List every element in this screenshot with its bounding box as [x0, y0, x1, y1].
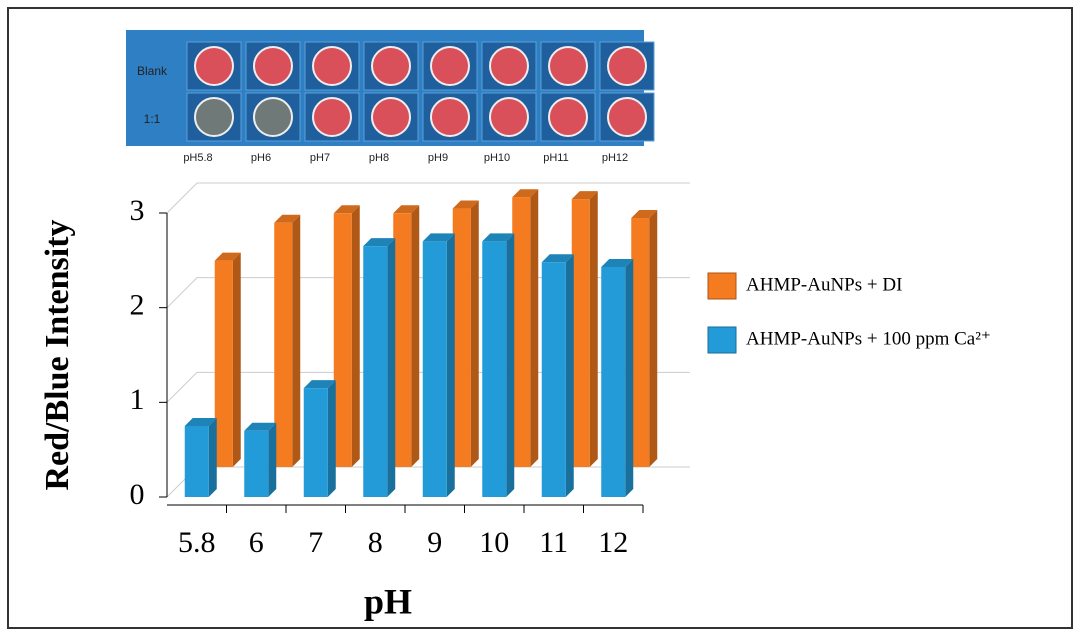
inset-row-label: Blank [137, 64, 168, 78]
bar [244, 423, 276, 497]
bar-front [363, 246, 387, 497]
chart: Blank 1:1 Red/Blue Intensity pH pH5.8 pH6… [0, 0, 1081, 637]
x-tick-label: 11 [539, 526, 568, 559]
bar-side [387, 238, 395, 497]
legend-label: AHMP-AuNPs + 100 ppm Ca²⁺ [746, 328, 991, 349]
bar-front [512, 197, 530, 467]
bar-front [423, 241, 447, 497]
bar [215, 253, 241, 467]
page: Blank 1:1 Red/Blue Intensity pH pH5.8 pH6… [0, 0, 1081, 637]
bar-side [590, 191, 598, 467]
bar-front [453, 209, 471, 467]
y-tick-label: 1 [130, 383, 145, 416]
well [431, 47, 469, 85]
x-axis-title: pH [364, 581, 412, 621]
bar [185, 418, 217, 497]
bar-side [268, 423, 276, 497]
inset-row-label: 1:1 [144, 112, 161, 126]
x-tick-label: 12 [598, 526, 628, 559]
bar-front [601, 267, 625, 497]
y-tick-label: 2 [130, 289, 145, 322]
inset-column-label: pH10 [484, 152, 510, 164]
legend-swatch [708, 273, 736, 299]
bar-front [631, 218, 649, 467]
inset-column-label: pH8 [369, 152, 389, 164]
well [608, 47, 646, 85]
well [549, 47, 587, 85]
well [254, 98, 292, 136]
bar [572, 191, 598, 467]
bar-front [482, 241, 506, 497]
x-tick-label: 6 [249, 526, 264, 559]
bar-front [274, 223, 292, 467]
inset-column-label: pH5.8 [183, 152, 212, 164]
bar-front [542, 262, 566, 497]
inset-column-label: pH6 [251, 152, 271, 164]
bar-side [625, 259, 633, 497]
x-tick-label: 9 [427, 526, 442, 559]
x-tick-label: 7 [308, 526, 323, 559]
well [490, 47, 528, 85]
bar-side [506, 233, 514, 497]
bar-side [292, 215, 300, 467]
bar [334, 205, 360, 467]
well [195, 98, 233, 136]
well [313, 98, 351, 136]
legend-item: AHMP-AuNPs + 100 ppm Ca²⁺ [708, 327, 991, 353]
bar-side [352, 205, 360, 467]
bar-front [334, 213, 352, 467]
bar-front [304, 388, 328, 497]
bar [453, 201, 479, 467]
bar-side [566, 254, 574, 497]
bar [482, 233, 514, 497]
bar-front [215, 261, 233, 467]
bar-side [471, 201, 479, 467]
x-tick-label: 10 [479, 526, 509, 559]
well [549, 98, 587, 136]
y-tick-label: 3 [130, 194, 145, 227]
bar-side [530, 189, 538, 467]
bar-side [447, 233, 455, 497]
well [608, 98, 646, 136]
bar-front [185, 426, 209, 497]
inset-column-label: pH9 [428, 152, 448, 164]
legend-swatch [708, 327, 736, 353]
bar [363, 238, 395, 497]
inset-column-label: pH12 [602, 152, 628, 164]
y-axis-title: Red/Blue Intensity [39, 219, 76, 490]
bar-front [244, 431, 268, 497]
inset-column-label: pH11 [543, 152, 568, 164]
bar [631, 210, 657, 467]
well [372, 47, 410, 85]
bar-side [649, 210, 657, 467]
well [372, 98, 410, 136]
bar [512, 189, 538, 467]
well [195, 47, 233, 85]
bar [393, 205, 419, 467]
x-tick-label: 8 [368, 526, 383, 559]
bar [304, 380, 336, 497]
well [431, 98, 469, 136]
bar [423, 233, 455, 497]
bar-side [233, 253, 241, 467]
bar-side [411, 205, 419, 467]
bar [542, 254, 574, 497]
bar-front [393, 213, 411, 467]
bar [274, 215, 300, 467]
inset-column-label: pH7 [310, 152, 330, 164]
bar-side [328, 380, 336, 497]
well [313, 47, 351, 85]
bar-front [572, 199, 590, 467]
bar [601, 259, 633, 497]
x-tick-label: 5.8 [178, 526, 216, 559]
legend-label: AHMP-AuNPs + DI [746, 274, 902, 295]
y-tick-label: 0 [130, 478, 145, 511]
well [490, 98, 528, 136]
bar-side [209, 418, 217, 497]
well [254, 47, 292, 85]
